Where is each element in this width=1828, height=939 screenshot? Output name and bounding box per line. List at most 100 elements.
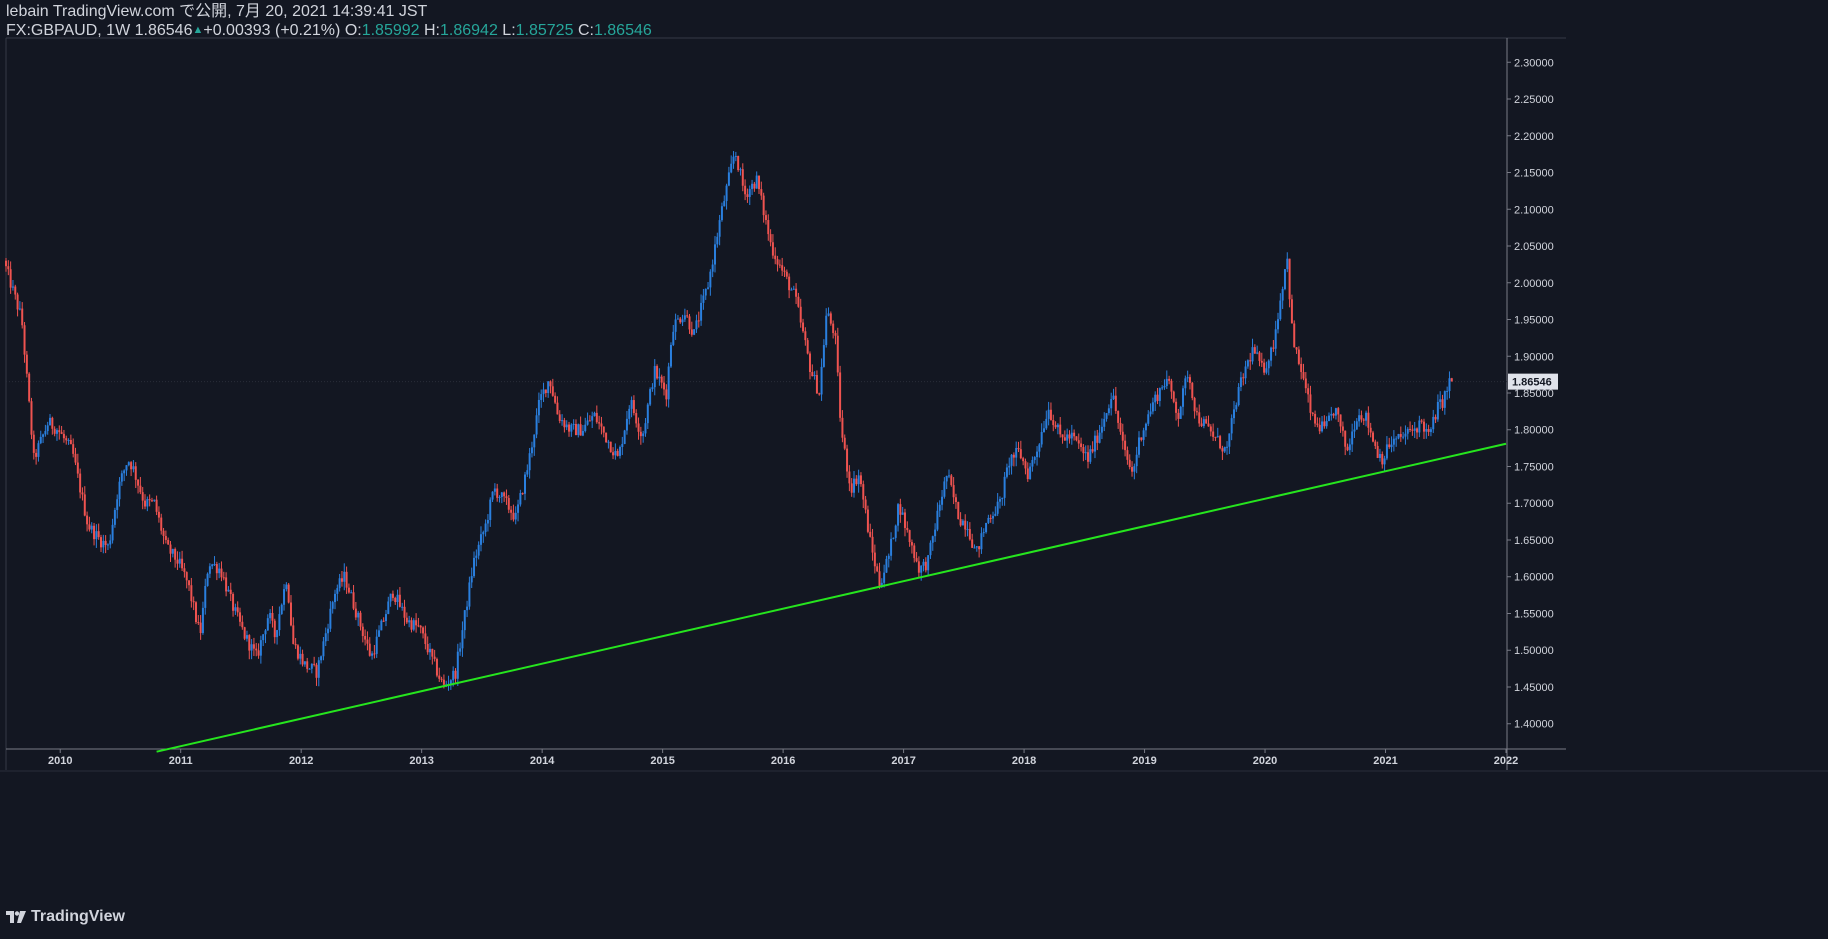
candle-body <box>746 194 749 197</box>
candle-body <box>30 401 33 435</box>
candle-body <box>505 496 508 499</box>
candle-body <box>523 474 526 494</box>
candle-body <box>1142 430 1145 440</box>
candle-body <box>93 525 96 540</box>
candle-body <box>1307 388 1310 395</box>
candle-body <box>466 606 469 611</box>
candle-body <box>1249 360 1252 362</box>
candle-body <box>1140 437 1143 440</box>
candle-body <box>1082 447 1085 454</box>
candle-body <box>853 478 856 493</box>
candle-body <box>206 573 209 586</box>
candle-body <box>250 644 253 651</box>
candle-body <box>813 375 816 377</box>
candle-body <box>1186 377 1189 379</box>
candle-body <box>790 289 793 291</box>
candle-body <box>658 376 661 379</box>
support-trendline <box>156 442 1507 753</box>
candle-body <box>885 558 888 573</box>
candle-body <box>1128 459 1131 468</box>
candle-body <box>359 612 362 627</box>
candle-body <box>665 389 668 400</box>
candle-body <box>514 512 517 520</box>
candle-body <box>957 502 960 520</box>
candle-body <box>836 335 839 373</box>
candle-body <box>1165 378 1168 387</box>
candle-body <box>1434 416 1437 420</box>
candle-body <box>373 653 376 655</box>
price-tick-label: 2.20000 <box>1514 131 1554 143</box>
candle-body <box>1388 444 1391 448</box>
candle-body <box>285 584 288 590</box>
candle-body <box>498 497 501 499</box>
candle-body <box>630 400 633 409</box>
candle-body <box>1126 450 1129 460</box>
candle-body <box>1112 395 1115 400</box>
candle-body <box>1131 467 1134 472</box>
candle-body <box>1258 352 1261 361</box>
candle-body <box>716 236 719 245</box>
candle-body <box>855 478 858 485</box>
candle-body <box>936 510 939 530</box>
candle-body <box>116 499 119 510</box>
candle-body <box>389 593 392 602</box>
candle-body <box>1265 368 1268 373</box>
candle-body <box>1242 377 1245 379</box>
candle-body <box>104 540 107 546</box>
candle-body <box>762 195 765 216</box>
candle-body <box>683 315 686 320</box>
candle-body <box>169 544 172 554</box>
candle-body <box>915 558 918 562</box>
candle-body <box>848 471 851 484</box>
candle-body <box>1163 386 1166 388</box>
candle-body <box>76 462 79 474</box>
candle-body <box>1216 436 1219 438</box>
candle-body <box>146 499 149 507</box>
brand-footer[interactable]: TradingView <box>6 908 125 926</box>
candle-body <box>1170 380 1173 392</box>
candle-body <box>301 653 304 665</box>
candle-body <box>378 630 381 637</box>
last-price-badge <box>1508 373 1558 390</box>
candle-body <box>1341 426 1344 431</box>
candle-body <box>1091 449 1094 452</box>
candle-body <box>1073 432 1076 437</box>
candle-body <box>380 620 383 631</box>
candle-body <box>1045 418 1048 429</box>
candle-body <box>475 555 478 558</box>
candle-body <box>922 561 925 566</box>
candle-body <box>1302 372 1305 379</box>
candle-body <box>834 333 837 336</box>
symbol-label[interactable]: FX:GBPAUD, 1W <box>6 22 131 39</box>
candle-body <box>315 664 318 678</box>
candle-body <box>1286 258 1289 270</box>
candle-body <box>1413 428 1416 431</box>
candle-body <box>1323 421 1326 427</box>
candle-body <box>1344 430 1347 447</box>
candle-body <box>859 475 862 485</box>
candle-body <box>225 577 228 592</box>
candle-body <box>1103 418 1106 427</box>
candle-body <box>306 661 309 669</box>
candle-body <box>190 585 193 602</box>
candle-body <box>148 499 151 501</box>
candle-body <box>174 548 177 560</box>
candle-body <box>1260 360 1263 363</box>
candle-body <box>137 479 140 486</box>
candle-body <box>422 627 425 634</box>
candle-body <box>102 540 105 548</box>
last-price: 1.86546 <box>134 22 193 39</box>
candle-body <box>695 320 698 330</box>
candle-body <box>978 546 981 550</box>
candle-body <box>887 555 890 559</box>
candle-body <box>971 539 974 548</box>
candle-body <box>320 656 323 661</box>
candle-body <box>1212 431 1215 437</box>
candle-body <box>347 587 350 593</box>
candle-body <box>568 424 571 432</box>
candle-body <box>924 561 927 571</box>
candle-body <box>998 499 1001 502</box>
candle-body <box>846 448 849 472</box>
candle-body <box>1300 363 1303 373</box>
